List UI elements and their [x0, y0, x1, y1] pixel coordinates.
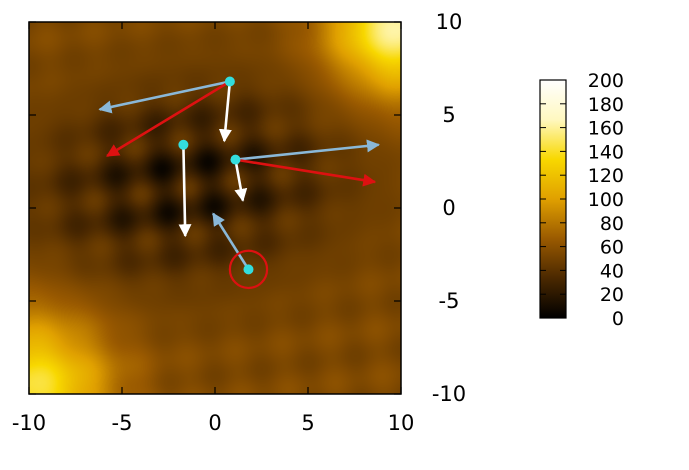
x-tick-label: 0 — [208, 411, 221, 435]
y-tick-label: 10 — [436, 10, 463, 34]
colorbar-tick-label: 100 — [588, 189, 624, 211]
arrow-a-white — [218, 81, 232, 143]
colorbar-tick-label: 120 — [588, 165, 624, 187]
y-tick-label: 5 — [442, 103, 455, 127]
y-tick-label: -5 — [439, 289, 460, 313]
x-axis: -10 -5 0 5 10 — [12, 22, 415, 435]
colorbar-tick-label: 20 — [600, 284, 624, 306]
arrow-a-blue — [98, 80, 231, 114]
point-b-marker — [178, 139, 189, 150]
point-c-marker — [230, 154, 241, 165]
point-d-ring — [228, 249, 269, 290]
arrow-c-white — [234, 159, 248, 202]
heatmap-image — [29, 22, 401, 394]
colorbar-tick-label: 0 — [612, 308, 624, 330]
x-tick-label: -5 — [112, 411, 133, 435]
colorbar-tick-label: 160 — [588, 118, 624, 140]
y-axis: 10 5 0 -5 -10 — [29, 10, 466, 406]
arrow-c-red — [235, 158, 377, 187]
y-tick-label: 0 — [442, 196, 455, 220]
x-tick-label: 5 — [301, 411, 314, 435]
point-a-marker — [224, 76, 235, 87]
colorbar-tick-label: 200 — [588, 70, 624, 92]
arrow-c-blue — [235, 139, 380, 161]
colorbar-tick-label: 60 — [600, 237, 624, 259]
point-d-marker — [243, 264, 254, 275]
vector-overlay — [98, 76, 380, 290]
x-tick-label: 10 — [388, 411, 415, 435]
colorbar-tick-label: 40 — [600, 260, 624, 282]
y-tick-label: -10 — [432, 382, 466, 406]
colorbar-tick-label: 140 — [588, 141, 624, 163]
colorbar-tick-label: 180 — [588, 94, 624, 116]
arrow-d-blue — [212, 212, 250, 271]
arrow-a-red — [106, 80, 231, 158]
plot-area — [28, 21, 402, 395]
colorbar-tick-label: 80 — [600, 213, 624, 235]
arrow-b-white — [178, 144, 192, 238]
x-tick-label: -10 — [12, 411, 46, 435]
